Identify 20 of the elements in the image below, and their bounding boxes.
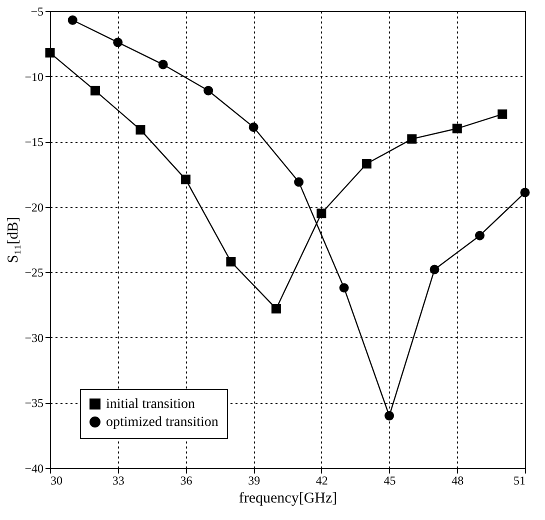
x-tick-label: 36	[180, 474, 192, 488]
x-tick-label: 45	[384, 474, 396, 488]
y-tick-label: −40	[24, 462, 44, 476]
x-tick-label: 30	[50, 474, 62, 488]
y-axis-title: S₁₁[dB]	[6, 216, 22, 264]
y-tick-label: −25	[24, 266, 44, 280]
y-tick-label: −10	[24, 70, 44, 84]
x-tick-label: 48	[452, 474, 464, 488]
x-tick-label: 39	[248, 474, 260, 488]
x-tick-label: 33	[112, 474, 124, 488]
x-tick-label: 42	[316, 474, 328, 488]
x-tick-label: 51	[514, 474, 526, 488]
legend-label: initial transition	[106, 397, 196, 412]
y-tick-label: −5	[30, 4, 44, 18]
legend-label: optimized transition	[106, 415, 218, 430]
y-tick-label: −20	[24, 200, 44, 214]
y-tick-label: −15	[24, 135, 44, 150]
x-axis-title: frequency[GHz]	[238, 490, 338, 506]
y-tick-label: −35	[24, 396, 44, 410]
y-tick-label: −30	[24, 330, 44, 345]
